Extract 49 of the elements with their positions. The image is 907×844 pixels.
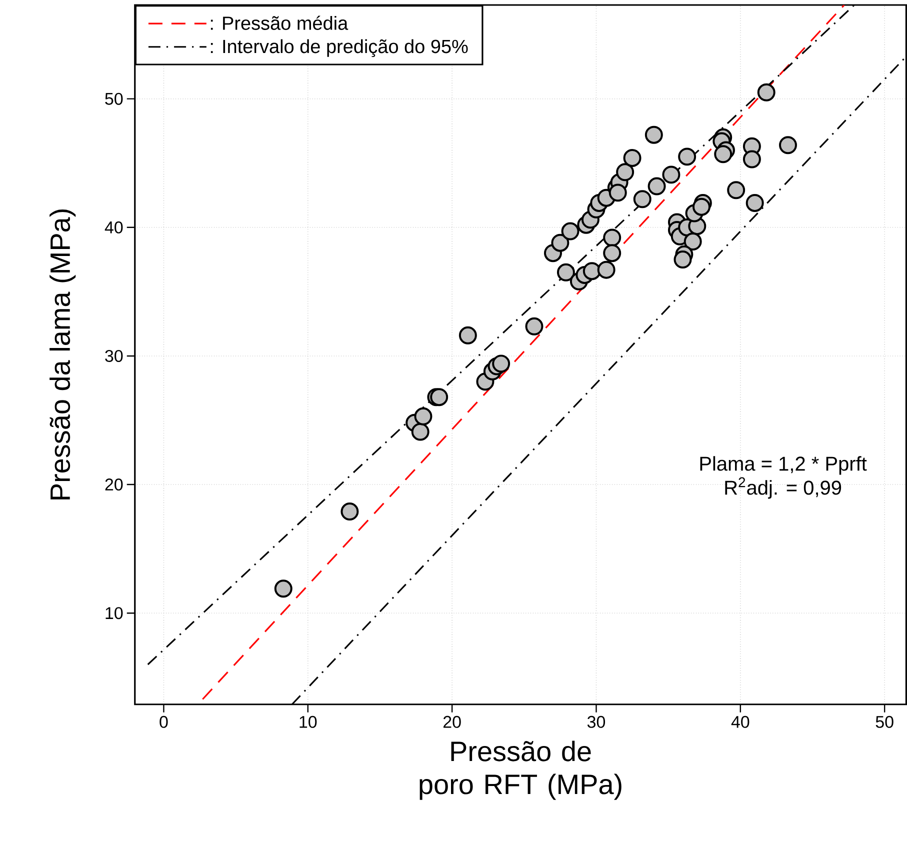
point: [458, 326, 477, 344]
point: [692, 198, 710, 216]
x-tick-label: 0: [160, 716, 168, 728]
legend-label: : Intervalo de predição do 95%: [210, 39, 468, 57]
y-tick-label: 30: [105, 350, 123, 362]
point: [742, 150, 761, 168]
y-tick-label: 50: [105, 92, 123, 105]
point: [684, 232, 702, 250]
point: [414, 407, 432, 426]
point: [727, 181, 746, 199]
point: [603, 244, 622, 262]
point: [340, 502, 359, 520]
point: [674, 250, 692, 268]
point: [778, 136, 797, 154]
point: [662, 166, 680, 184]
point: [714, 145, 732, 163]
point: [678, 148, 696, 166]
point: [430, 388, 448, 406]
point: [556, 263, 575, 282]
point: [551, 234, 570, 252]
point: [648, 177, 666, 196]
point: [411, 422, 430, 441]
point: [608, 184, 627, 202]
y-tick-label: 40: [104, 221, 123, 234]
point: [644, 126, 663, 144]
x-tick-label: 30: [587, 716, 606, 728]
x-tick-label: 20: [443, 716, 461, 728]
annotation: Plama = 1,2 * Pprft: [700, 456, 867, 475]
legend-label: : Pressão média: [210, 16, 348, 30]
point: [582, 262, 601, 280]
y-tick-label: 20: [105, 478, 123, 490]
x-axis-title: Pressão de poro RFT (MPa): [420, 740, 622, 800]
point: [746, 194, 764, 212]
point: [492, 354, 510, 373]
point: [616, 163, 634, 181]
annotation: R$^{2}$adj. = 0,99: [725, 477, 842, 499]
x-tick-label: 10: [300, 716, 317, 728]
point: [274, 580, 292, 598]
point: [757, 83, 776, 102]
y-tick-label: 10: [106, 606, 123, 619]
point: [623, 148, 642, 167]
point: [633, 190, 652, 208]
point: [525, 317, 544, 336]
x-tick-label: 50: [876, 716, 894, 728]
y-axis-title: Pressão da lama (MPa): [50, 209, 76, 500]
x-tick-label: 40: [731, 716, 750, 728]
point: [561, 222, 580, 240]
point: [597, 260, 616, 279]
point: [603, 228, 622, 247]
